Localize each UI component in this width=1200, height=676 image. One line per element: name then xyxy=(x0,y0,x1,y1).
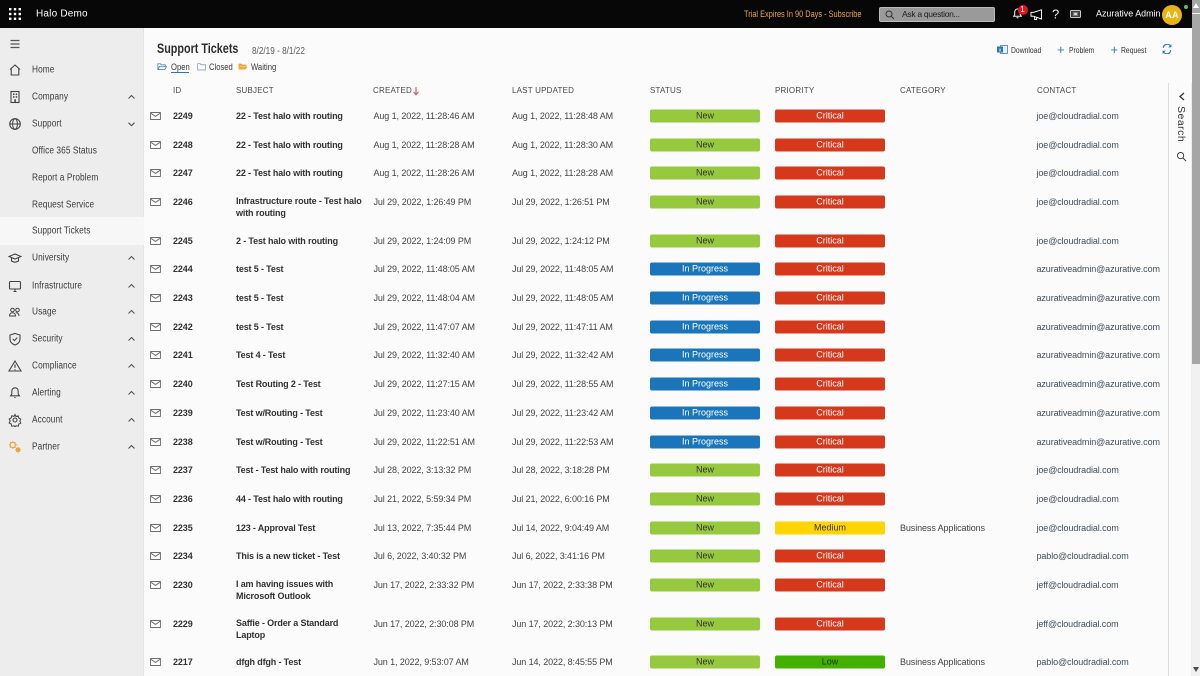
svg-text:x: x xyxy=(999,47,1002,53)
